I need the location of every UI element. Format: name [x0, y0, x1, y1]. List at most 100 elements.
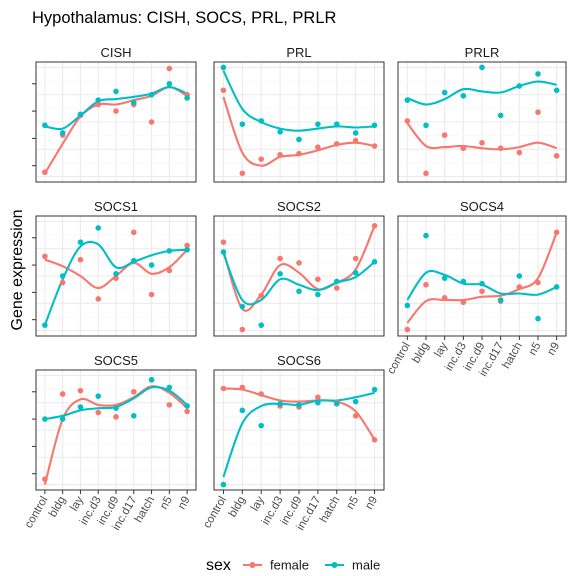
point-female-socs4-control	[404, 326, 411, 333]
point-female-socs1-inc.d9	[113, 275, 119, 281]
point-male-socs6-lay	[258, 422, 265, 429]
strip-prl	[214, 42, 384, 62]
point-male-socs5-bldg	[59, 416, 66, 422]
point-male-prl-n9	[371, 122, 378, 129]
point-female-socs4-n9	[553, 229, 560, 236]
point-male-socs1-n5	[166, 248, 173, 254]
x-tick-label-n5: n5	[158, 495, 175, 512]
point-female-socs5-inc.d9	[113, 414, 119, 420]
point-female-prlr-n9	[553, 153, 560, 159]
point-male-prlr-hatch	[516, 83, 523, 89]
point-female-socs6-bldg	[239, 384, 246, 391]
gridlines-cish	[36, 62, 196, 182]
point-female-socs5-control	[42, 476, 48, 482]
point-female-socs1-control	[42, 253, 48, 260]
x-tick-label-bldg: bldg	[410, 341, 431, 366]
point-female-prl-control	[220, 87, 227, 94]
point-female-socs2-inc.d9	[296, 260, 302, 266]
strip-label-prl: PRL	[286, 45, 311, 60]
x-tick-label-control: control	[385, 341, 413, 377]
x-tick-label-n9: n9	[363, 495, 380, 512]
point-male-socs2-n9	[371, 259, 378, 265]
point-male-socs6-control	[220, 481, 227, 488]
point-male-cish-control	[42, 122, 48, 129]
x-tick-label-bldg: bldg	[47, 495, 68, 520]
point-female-socs5-lay	[77, 387, 84, 394]
point-male-socs2-inc.d17	[315, 291, 321, 298]
point-female-socs5-bldg	[59, 391, 66, 397]
point-female-socs4-n5	[535, 279, 541, 286]
point-male-prl-inc.d17	[315, 121, 321, 127]
point-female-socs1-inc.d17	[130, 229, 137, 236]
strip-socs1	[36, 196, 196, 216]
point-male-prlr-inc.d17	[497, 112, 504, 119]
strip-label-socs2: SOCS2	[277, 199, 321, 214]
x-tick-label-control: control	[201, 495, 229, 531]
point-female-prlr-n5	[535, 109, 541, 115]
point-male-cish-lay	[77, 111, 84, 118]
point-female-cish-control	[42, 169, 48, 176]
point-female-socs4-inc.d9	[479, 288, 485, 295]
point-male-socs5-n9	[184, 403, 190, 409]
point-female-prl-inc.d17	[315, 144, 321, 150]
smooth-line-male-socs1	[43, 240, 188, 326]
point-male-cish-inc.d3	[95, 97, 102, 103]
point-male-prlr-inc.d3	[460, 92, 467, 99]
point-female-prl-n5	[352, 137, 359, 144]
point-female-socs2-n9	[371, 222, 378, 229]
x-tick-label-control: control	[23, 495, 51, 531]
point-male-socs5-inc.d17	[130, 413, 137, 419]
panel-cish: CISH	[32, 42, 197, 183]
point-male-socs6-inc.d9	[296, 402, 302, 408]
point-female-prlr-inc.d9	[479, 139, 485, 146]
point-female-prlr-inc.d17	[497, 145, 504, 152]
point-male-socs1-inc.d3	[95, 225, 102, 231]
point-female-socs2-inc.d17	[315, 276, 321, 283]
point-female-cish-inc.d9	[113, 108, 119, 114]
point-male-prl-inc.d9	[296, 136, 302, 143]
smooth-line-female-prlr	[406, 122, 558, 151]
x-tick-label-n9: n9	[545, 341, 562, 358]
legend-key-male: male	[325, 558, 380, 573]
point-female-prlr-hatch	[516, 149, 523, 156]
legend-key-male-point	[331, 562, 338, 568]
point-female-socs6-control	[220, 385, 227, 392]
strip-label-socs1: SOCS1	[94, 199, 138, 214]
strip-label-socs6: SOCS6	[277, 353, 321, 368]
point-female-socs1-inc.d3	[95, 296, 102, 302]
point-female-socs6-lay	[258, 391, 265, 397]
point-male-socs1-n9	[184, 246, 190, 253]
point-male-prl-n5	[352, 130, 359, 136]
legend: sex female male	[206, 557, 380, 574]
point-female-prlr-control	[404, 118, 411, 124]
smooth-line-male-socs2	[222, 252, 376, 306]
point-female-socs1-bldg	[59, 279, 66, 286]
point-male-socs6-hatch	[333, 400, 340, 407]
x-tick-label-lay: lay	[433, 340, 451, 359]
point-female-socs5-n9	[184, 408, 190, 415]
point-female-socs6-n9	[371, 437, 378, 443]
point-male-prl-bldg	[239, 121, 246, 127]
point-male-socs4-hatch	[516, 273, 523, 279]
point-female-socs1-lay	[77, 256, 84, 263]
point-female-socs2-control	[220, 239, 227, 245]
point-male-socs4-inc.d3	[460, 278, 467, 285]
point-male-prlr-bldg	[423, 122, 429, 129]
point-male-socs2-hatch	[333, 278, 340, 285]
point-female-prl-inc.d3	[277, 151, 283, 158]
x-tick-label-hatch: hatch	[318, 495, 342, 525]
point-female-socs4-bldg	[423, 281, 429, 288]
point-female-prl-hatch	[333, 141, 340, 147]
point-male-cish-inc.d9	[113, 88, 119, 95]
point-male-socs1-bldg	[59, 273, 66, 279]
point-female-prl-bldg	[239, 170, 246, 177]
x-tick-label-hatch: hatch	[500, 341, 524, 371]
x-tick-label-bldg: bldg	[227, 495, 248, 520]
point-female-prlr-inc.d3	[460, 145, 467, 152]
legend-key-female: female	[243, 558, 309, 573]
point-female-socs4-inc.d3	[460, 299, 467, 306]
point-male-socs2-lay	[258, 322, 265, 328]
smooth-line-male-cish	[44, 86, 188, 131]
point-female-socs2-hatch	[333, 285, 340, 291]
strip-socs6	[214, 350, 384, 370]
